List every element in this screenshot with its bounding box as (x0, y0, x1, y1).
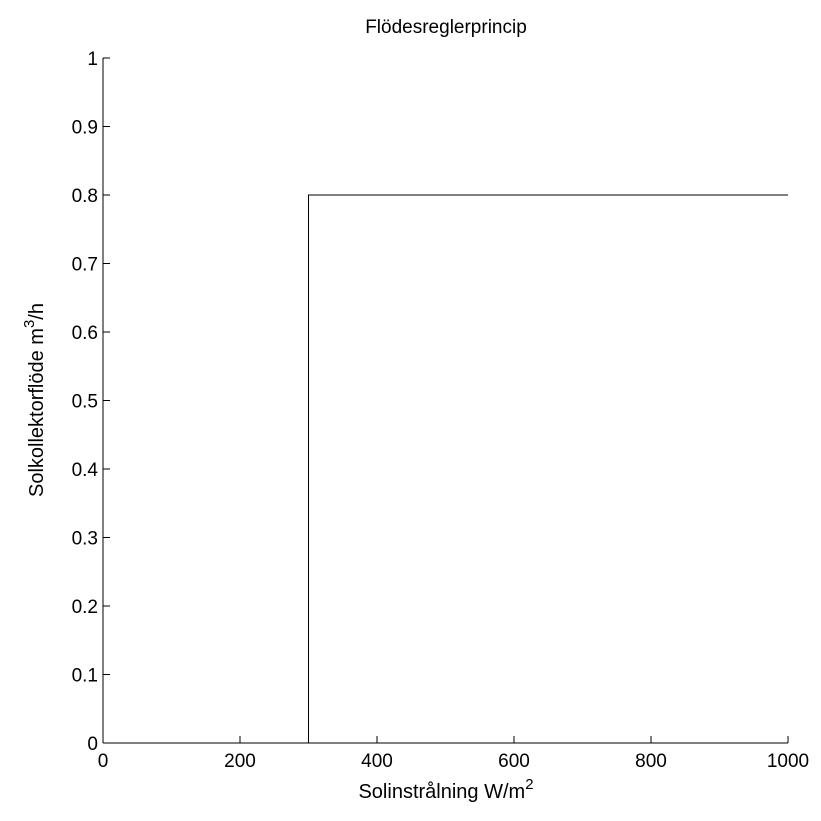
x-tick-label: 600 (498, 751, 530, 772)
y-tick-label: 0.7 (72, 255, 98, 276)
x-tick-label: 200 (224, 751, 256, 772)
axes (102, 58, 788, 744)
y-tick-label: 0.2 (72, 597, 98, 618)
y-tick-label: 1 (87, 49, 98, 70)
x-axis-label-text: Solinstrålning W/m (358, 781, 525, 803)
y-axis-label: Solkollektorflöde m3/h (21, 303, 48, 497)
y-tick-label: 0 (87, 734, 98, 755)
plot-series (103, 194, 788, 744)
y-tick-label: 0.1 (72, 666, 98, 687)
y-axis-label-text: Solkollektorflöde m (26, 328, 48, 497)
y-axis-ticks: 0 0.1 0.2 0.3 0.4 0.5 0.6 0.7 0.8 0.9 1 (72, 49, 110, 755)
y-axis-label-superscript: 3 (21, 320, 38, 328)
y-tick-label: 0.9 (72, 118, 98, 139)
x-tick-label: 400 (361, 751, 393, 772)
y-tick-label: 0.6 (72, 323, 98, 344)
x-axis-label-superscript: 2 (525, 776, 533, 793)
series-line (103, 194, 788, 744)
x-tick-label: 800 (635, 751, 667, 772)
chart-title: Flödesreglerprincip (365, 17, 527, 38)
x-tick-label: 1000 (767, 751, 809, 772)
y-tick-label: 0.5 (72, 392, 98, 413)
x-axis-label: Solinstrålning W/m2 (358, 776, 533, 803)
x-axis-ticks: 0 200 400 600 800 1000 (98, 736, 809, 772)
y-tick-label: 0.4 (72, 460, 99, 481)
y-tick-label: 0.3 (72, 529, 98, 550)
y-axis-label-unit: /h (26, 303, 48, 320)
x-tick-label: 0 (98, 751, 109, 772)
y-tick-label: 0.8 (72, 186, 98, 207)
